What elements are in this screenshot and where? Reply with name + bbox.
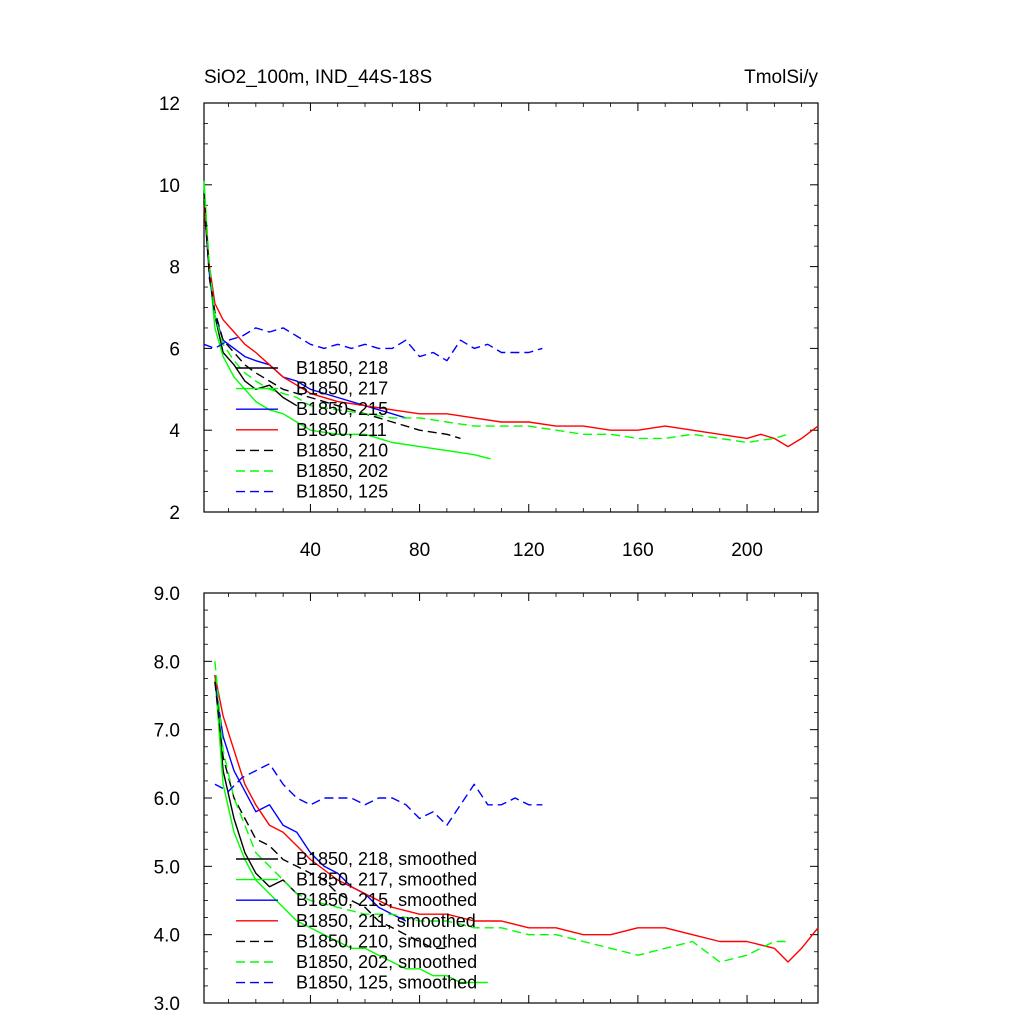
- series-line: [203, 184, 789, 444]
- top-panel-units: TmolSi/y: [744, 67, 818, 88]
- legend-label: B1850, 210, smoothed: [296, 931, 477, 951]
- y-tick-label: 6.0: [154, 789, 180, 810]
- bottom-panel: 3.0 4.0 5.0 6.0 7.0 8.0 9.0 B1850, 218, smooth…: [154, 584, 819, 1015]
- series-line: [203, 201, 298, 407]
- legend-label: B1850, 215: [296, 399, 388, 419]
- series-line: [214, 661, 788, 963]
- legend-label: B1850, 125: [296, 482, 388, 502]
- series-line: [214, 681, 447, 949]
- y-tick-label: 4.0: [154, 926, 180, 947]
- x-tick-label: 120: [513, 540, 545, 561]
- y-tick-label: 10: [159, 176, 180, 197]
- legend-label: B1850, 211: [296, 420, 387, 440]
- x-tick-label: 40: [300, 540, 321, 561]
- series-line: [203, 180, 491, 460]
- y-tick-label: 7.0: [154, 721, 180, 742]
- y-tick-label: 8: [169, 258, 180, 279]
- series-line: [214, 674, 298, 895]
- legend-label: B1850, 211, smoothed: [296, 911, 476, 931]
- series-line: [203, 192, 461, 440]
- y-tick-label: 4: [169, 421, 180, 442]
- legend-label: B1850, 202: [296, 461, 388, 481]
- legend-label: B1850, 217: [296, 379, 388, 399]
- top-panel: SiO2_100m, IND_44S-18S TmolSi/y 2 4 6 8 10 12…: [159, 67, 819, 561]
- series-line: [203, 205, 819, 448]
- series-line: [203, 327, 543, 362]
- series-line: [214, 674, 488, 984]
- y-tick-label: 12: [159, 94, 180, 115]
- top-panel-ticks: 2 4 6 8 10 12 40 80 120 160 200: [159, 94, 818, 561]
- legend-label: B1850, 125, smoothed: [296, 973, 477, 993]
- bottom-panel-ticks: 3.0 4.0 5.0 6.0 7.0 8.0 9.0: [154, 584, 818, 1015]
- legend-label: B1850, 210: [296, 440, 388, 460]
- bottom-panel-series: [214, 661, 819, 984]
- legend-label: B1850, 202, smoothed: [296, 952, 477, 972]
- y-tick-label: 9.0: [154, 584, 180, 605]
- series-line: [214, 674, 819, 963]
- top-panel-title: SiO2_100m, IND_44S-18S: [204, 67, 432, 88]
- y-tick-label: 2: [169, 503, 180, 524]
- y-tick-label: 3.0: [154, 994, 180, 1015]
- legend-label: B1850, 217, smoothed: [296, 870, 477, 890]
- y-tick-label: 6: [169, 339, 180, 360]
- top-panel-series: [203, 180, 819, 460]
- x-tick-label: 160: [622, 540, 654, 561]
- series-line: [214, 763, 543, 826]
- y-tick-label: 8.0: [154, 652, 180, 673]
- x-tick-label: 80: [409, 540, 430, 561]
- legend-label: B1850, 215, smoothed: [296, 890, 477, 910]
- legend-label: B1850, 218, smoothed: [296, 849, 477, 869]
- y-tick-label: 5.0: [154, 857, 180, 878]
- legend-label: B1850, 218: [296, 358, 388, 378]
- x-tick-label: 200: [731, 540, 763, 561]
